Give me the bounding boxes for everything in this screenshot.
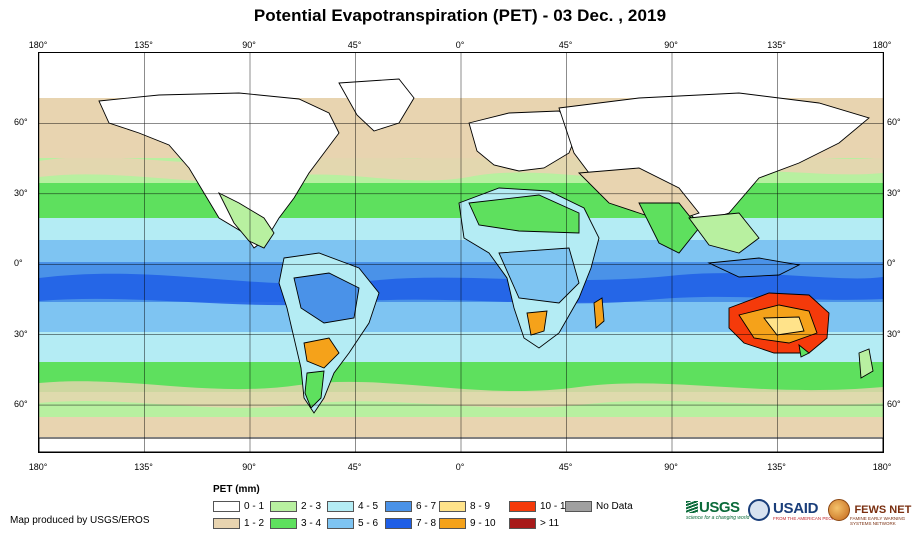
legend-swatch — [385, 500, 412, 512]
legend-item: 2 - 3 — [270, 499, 321, 513]
map-credit: Map produced by USGS/EROS — [10, 515, 150, 526]
usgs-logo: USGS science for a changing world — [686, 499, 749, 521]
legend-item: 0 - 1 — [213, 499, 264, 513]
fews-net-tagline: FAMINE EARLY WARNING SYSTEMS NETWORK — [850, 516, 906, 526]
longitude-tick-label: 90° — [242, 462, 256, 472]
latitude-tick-label: 30° — [14, 328, 28, 339]
legend-swatch — [327, 500, 354, 512]
longitude-tick-label: 90° — [664, 40, 678, 50]
legend-item: 9 - 10 — [439, 516, 496, 530]
legend-swatch — [270, 517, 297, 529]
legend-label: 9 - 10 — [470, 517, 496, 529]
legend-swatch — [565, 500, 592, 512]
legend-title: PET (mm) — [213, 484, 260, 495]
latitude-tick-label: 60° — [887, 399, 901, 410]
legend-swatch — [439, 517, 466, 529]
latitude-tick-label: 30° — [887, 328, 901, 339]
longitude-tick-label: 45° — [347, 462, 362, 472]
globe-icon — [828, 499, 850, 521]
longitude-tick-label: 180° — [28, 40, 48, 50]
latitude-tick-label: 0° — [14, 258, 23, 269]
usaid-logo: USAID FROM THE AMERICAN PEOPLE — [773, 500, 840, 521]
longitude-tick-label: 135° — [767, 462, 786, 472]
usgs-wave-icon — [686, 501, 698, 513]
map-title: Potential Evapotranspiration (PET) - 03 … — [253, 6, 667, 25]
legend-swatch — [439, 500, 466, 512]
latitude-tick-label: 60° — [14, 399, 28, 410]
longitude-tick-label: 0° — [455, 462, 465, 472]
legend-item: 6 - 7 — [385, 499, 436, 513]
longitude-tick-label: 45° — [347, 40, 362, 50]
usgs-wordmark: USGS — [699, 499, 740, 516]
legend-item: 10 - 11 — [509, 499, 570, 513]
legend-item: 5 - 6 — [327, 516, 378, 530]
legend-label: No Data — [596, 500, 633, 512]
legend-swatch — [509, 517, 536, 529]
legend-label: 7 - 8 — [416, 517, 437, 529]
legend-label: 4 - 5 — [358, 500, 379, 512]
legend-label: 10 - 11 — [540, 500, 571, 512]
longitude-tick-label: 45° — [558, 40, 573, 50]
legend-item: 1 - 2 — [213, 516, 264, 530]
longitude-tick-label: 180° — [872, 462, 892, 472]
legend-swatch — [327, 517, 354, 529]
fews-net-logo: FEWS NET FAMINE EARLY WARNING SYSTEMS NE… — [828, 499, 916, 526]
legend-label: 2 - 3 — [301, 500, 322, 512]
legend-label: 5 - 6 — [358, 517, 379, 529]
legend-label: 8 - 9 — [470, 500, 491, 512]
legend-swatch — [213, 500, 240, 512]
legend-label: 3 - 4 — [301, 517, 322, 529]
usgs-tagline: science for a changing world — [686, 515, 750, 521]
legend-item: 7 - 8 — [385, 516, 436, 530]
legend-label: 1 - 2 — [244, 517, 265, 529]
latitude-tick-label: 60° — [14, 117, 28, 128]
usaid-wordmark: USAID — [773, 500, 819, 517]
legend-item: 3 - 4 — [270, 516, 321, 530]
pet-legend: 0 - 1 1 - 2 2 - 3 3 - 4 4 - 5 5 - 6 6 - 7 7 - 8… — [213, 499, 673, 533]
latitude-tick-label: 0° — [887, 258, 896, 269]
longitude-tick-label: 180° — [872, 40, 892, 50]
longitude-tick-label: 90° — [242, 40, 256, 50]
legend-swatch — [213, 517, 240, 529]
legend-label: 0 - 1 — [244, 500, 265, 512]
pet-map — [38, 52, 884, 453]
legend-item: > 11 — [509, 516, 559, 530]
longitude-tick-label: 45° — [558, 462, 573, 472]
longitude-tick-label: 90° — [664, 462, 678, 472]
legend-swatch — [385, 517, 412, 529]
latitude-tick-label: 60° — [887, 117, 901, 128]
longitude-tick-label: 180° — [28, 462, 48, 472]
longitude-tick-label: 135° — [134, 462, 153, 472]
legend-label: 6 - 7 — [416, 500, 437, 512]
fews-net-wordmark: FEWS NET — [854, 504, 912, 516]
longitude-tick-label: 135° — [767, 40, 786, 50]
legend-item: 8 - 9 — [439, 499, 490, 513]
legend-item: No Data — [565, 499, 633, 513]
usaid-seal-icon — [748, 499, 770, 521]
legend-item: 4 - 5 — [327, 499, 378, 513]
usaid-tagline: FROM THE AMERICAN PEOPLE — [773, 516, 841, 521]
longitude-tick-label: 135° — [134, 40, 153, 50]
map-canvas — [39, 53, 883, 452]
legend-swatch — [509, 500, 536, 512]
agency-logos: USGS science for a changing world USAID … — [686, 497, 916, 529]
longitude-tick-label: 0° — [455, 40, 465, 50]
legend-label: > 11 — [540, 517, 559, 529]
legend-swatch — [270, 500, 297, 512]
latitude-tick-label: 30° — [14, 187, 28, 198]
latitude-tick-label: 30° — [887, 187, 901, 198]
graticule-lines — [39, 53, 883, 452]
